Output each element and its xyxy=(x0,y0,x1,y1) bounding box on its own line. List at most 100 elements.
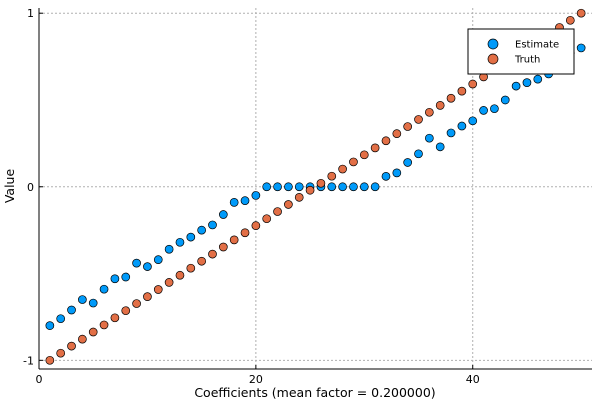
estimate-point xyxy=(468,116,478,126)
truth-point xyxy=(446,93,456,103)
estimate-point xyxy=(490,104,499,114)
truth-point xyxy=(67,341,76,351)
estimate-point xyxy=(110,274,120,284)
truth-point xyxy=(88,327,98,337)
estimate-point xyxy=(240,196,250,205)
estimate-point xyxy=(218,210,228,219)
truth-point xyxy=(110,313,120,323)
estimate-point xyxy=(45,321,55,330)
truth-point xyxy=(392,129,402,139)
estimate-point xyxy=(511,81,521,91)
estimate-point xyxy=(370,182,380,192)
estimate-point xyxy=(273,182,282,192)
truth-point xyxy=(132,299,141,308)
estimate-point xyxy=(175,237,185,247)
data-points xyxy=(45,8,586,365)
estimate-point xyxy=(208,220,217,230)
truth-point xyxy=(56,348,66,358)
estimate-point xyxy=(229,198,239,207)
truth-point xyxy=(294,193,304,202)
legend: Estimate Truth xyxy=(467,28,575,75)
estimate-point xyxy=(78,295,87,304)
x-tick-label: 40 xyxy=(466,373,480,386)
truth-point xyxy=(338,164,347,174)
truth-point xyxy=(197,256,206,266)
estimate-point xyxy=(56,314,66,324)
truth-point xyxy=(45,355,55,365)
axes xyxy=(38,8,592,370)
estimate-point xyxy=(425,133,434,143)
estimate-point xyxy=(457,121,467,131)
estimate-point xyxy=(359,182,369,192)
estimate-point xyxy=(446,128,456,138)
estimate-point xyxy=(522,78,532,87)
truth-point xyxy=(284,200,293,209)
truth-point xyxy=(576,8,586,18)
estimate-point xyxy=(392,168,402,178)
truth-point xyxy=(208,249,217,259)
truth-point xyxy=(381,136,391,146)
truth-point xyxy=(565,15,575,25)
truth-point xyxy=(414,115,423,124)
estimate-point xyxy=(99,284,109,294)
estimate-point xyxy=(414,149,423,159)
estimate-point xyxy=(121,272,131,282)
estimate-point xyxy=(88,298,98,308)
estimate-point xyxy=(479,106,488,115)
legend-marker-estimate xyxy=(487,38,499,50)
estimate-point xyxy=(153,255,163,265)
truth-point xyxy=(403,122,413,131)
estimate-point xyxy=(67,305,76,315)
estimate-point xyxy=(381,172,391,181)
truth-point xyxy=(457,86,467,96)
truth-point xyxy=(99,320,109,330)
truth-point xyxy=(273,207,282,216)
truth-point xyxy=(143,292,152,301)
estimate-point xyxy=(349,182,358,192)
tick-labels: 0 20 40-101 xyxy=(23,7,480,386)
truth-point xyxy=(251,221,261,230)
truth-point xyxy=(218,242,228,252)
truth-point xyxy=(229,235,239,245)
truth-point xyxy=(78,334,87,344)
estimate-point xyxy=(132,258,141,268)
legend-label-estimate: Estimate xyxy=(515,40,559,51)
estimate-point xyxy=(576,43,586,53)
truth-point xyxy=(316,178,326,188)
y-tick-label: -1 xyxy=(23,354,34,367)
legend-box xyxy=(467,28,575,75)
estimate-point xyxy=(284,182,293,192)
truth-point xyxy=(175,270,185,280)
estimate-point xyxy=(533,74,543,84)
estimate-point xyxy=(143,262,152,271)
truth-point xyxy=(425,107,434,117)
y-axis-label: Value xyxy=(2,169,17,204)
truth-point xyxy=(327,171,337,181)
truth-point xyxy=(186,263,196,273)
y-tick-label: 0 xyxy=(27,181,34,194)
x-axis-label: Coefficients (mean factor = 0.200000) xyxy=(194,385,435,400)
estimate-point xyxy=(262,182,272,192)
truth-point xyxy=(240,228,250,238)
truth-point xyxy=(153,285,163,294)
truth-point xyxy=(262,214,272,224)
estimate-point xyxy=(327,182,337,192)
estimate-point xyxy=(251,191,261,200)
estimate-point xyxy=(186,232,196,242)
truth-point xyxy=(349,157,358,167)
estimate-point xyxy=(338,182,347,192)
legend-label-truth: Truth xyxy=(514,55,540,66)
truth-point xyxy=(305,185,315,195)
truth-point xyxy=(121,306,131,316)
truth-point xyxy=(468,79,478,89)
legend-marker-truth xyxy=(487,53,499,65)
estimate-point xyxy=(500,95,510,105)
truth-point xyxy=(435,101,445,110)
estimate-point xyxy=(294,182,304,192)
estimate-point xyxy=(435,142,445,152)
truth-point xyxy=(370,143,380,153)
y-tick-label: 1 xyxy=(27,7,34,20)
estimate-point xyxy=(197,225,206,235)
estimate-point xyxy=(403,158,413,167)
